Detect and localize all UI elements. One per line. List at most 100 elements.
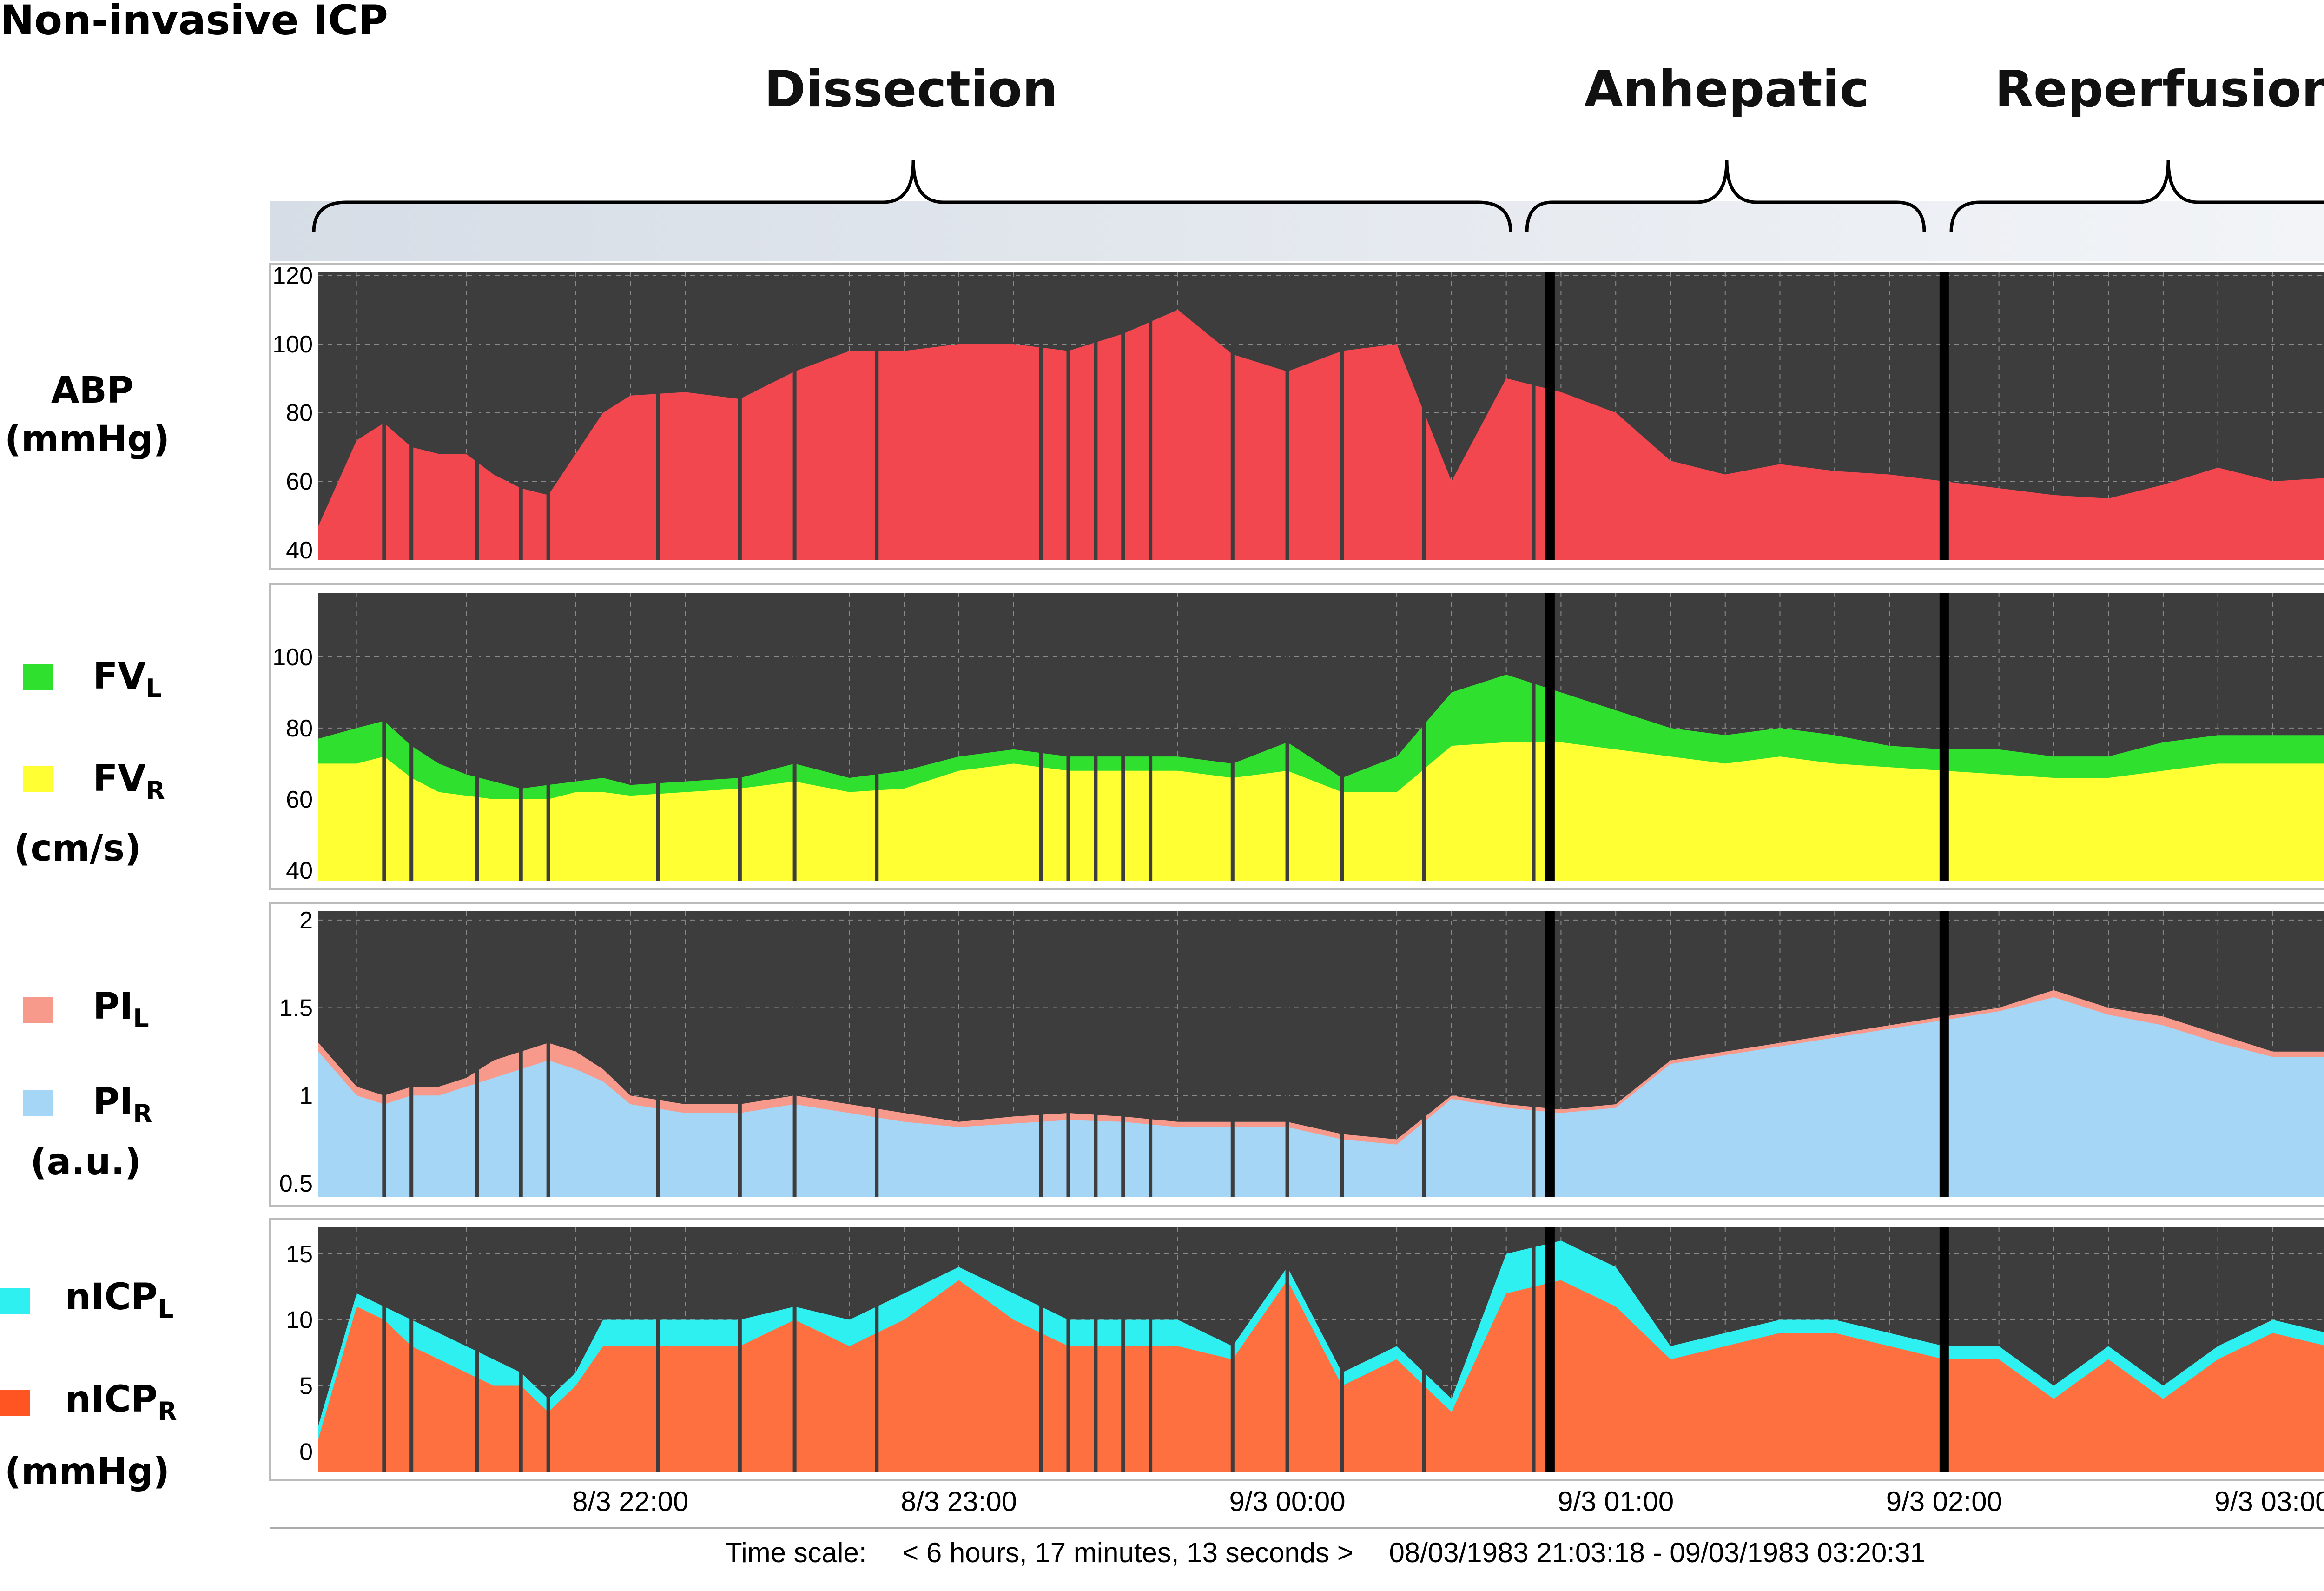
nicp-unit-label: (mmHg) — [5, 1451, 170, 1492]
nicp-dropout-mark — [656, 1227, 660, 1472]
pi-y-tick-label: 1 — [299, 1082, 313, 1109]
x-tick-label: 9/3 02:00 — [1886, 1486, 2002, 1517]
nicp-dropout-mark — [1149, 1227, 1153, 1472]
fv-unit-label: (cm/s) — [14, 828, 141, 869]
pi-right-legend-swatch — [23, 1090, 53, 1116]
fv-dropout-mark — [546, 593, 550, 881]
pi-dropout-mark — [738, 911, 742, 1197]
nicp-dropout-mark — [1230, 1227, 1235, 1472]
nicp-dropout-mark — [875, 1227, 879, 1472]
pi-dropout-mark — [1066, 911, 1070, 1197]
pi-right-legend-label: PIR — [93, 1081, 152, 1128]
pi-left-legend-label: PIL — [93, 986, 149, 1033]
abp-dropout-mark — [382, 272, 386, 560]
nicp-dropout-mark — [1340, 1227, 1344, 1472]
nicp-dropout-mark — [1285, 1227, 1289, 1472]
fv-dropout-mark — [1285, 593, 1289, 881]
fv-dropout-mark — [519, 593, 523, 881]
pi-dropout-mark — [1094, 911, 1098, 1197]
fv-dropout-mark — [1340, 593, 1344, 881]
abp-dropout-mark — [519, 272, 523, 560]
nicp-dropout-mark — [409, 1227, 414, 1472]
fv-right-legend-label: FVR — [93, 758, 165, 805]
fv-dropout-mark — [1094, 593, 1098, 881]
abp-dropout-mark — [1285, 272, 1289, 560]
fv-right-legend-swatch — [23, 766, 53, 792]
fv-dropout-mark — [409, 593, 414, 881]
fv-dropout-mark — [1039, 593, 1043, 881]
fv-dropout-mark — [792, 593, 797, 881]
fv-y-tick-label: 80 — [286, 715, 313, 742]
fv-dropout-mark — [1532, 593, 1536, 881]
pi-dropout-mark — [1340, 911, 1344, 1197]
fv-dropout-mark — [656, 593, 660, 881]
nicp-dropout-mark — [475, 1227, 479, 1472]
phase-label-dissection: Dissection — [764, 60, 1058, 119]
time-scale-range: 08/03/1983 21:03:18 - 09/03/1983 03:20:3… — [1389, 1537, 1926, 1568]
abp-dropout-mark — [1094, 272, 1098, 560]
pi-dropout-mark — [1230, 911, 1235, 1197]
abp-y-tick-label: 100 — [272, 331, 313, 358]
time-scale-duration: < 6 hours, 17 minutes, 13 seconds > — [902, 1537, 1353, 1568]
pi-dropout-mark — [382, 911, 386, 1197]
abp-dropout-mark — [409, 272, 414, 560]
pi-y-tick-label: 0.5 — [279, 1170, 313, 1197]
pi-dropout-mark — [1039, 911, 1043, 1197]
x-tick-label: 9/3 03:00 — [2214, 1486, 2324, 1517]
nicp-dropout-mark — [519, 1227, 523, 1472]
nicp-dropout-mark — [792, 1227, 797, 1472]
nicp-phase-marker — [1939, 1227, 1949, 1472]
fv-y-tick-label: 100 — [272, 644, 313, 671]
nicp-y-tick-label: 10 — [286, 1307, 313, 1334]
figure-title: Non-invasive ICP — [0, 0, 388, 44]
fv-dropout-mark — [1121, 593, 1125, 881]
time-scale-label: Time scale: — [725, 1537, 867, 1568]
nicp-y-tick-label: 5 — [299, 1373, 313, 1400]
abp-y-tick-label: 40 — [286, 537, 313, 564]
pi-dropout-mark — [475, 911, 479, 1197]
abp-dropout-mark — [1230, 272, 1235, 560]
nicp-dropout-mark — [1094, 1227, 1098, 1472]
abp-dropout-mark — [1039, 272, 1043, 560]
nicp-phase-marker — [1545, 1227, 1555, 1472]
abp-dropout-mark — [546, 272, 550, 560]
abp-dropout-mark — [475, 272, 479, 560]
pi-dropout-mark — [1121, 911, 1125, 1197]
abp-phase-marker — [1939, 272, 1949, 560]
fv-dropout-mark — [475, 593, 479, 881]
fv-left-legend-label: FVL — [93, 656, 162, 703]
abp-y-tick-label: 60 — [286, 468, 313, 495]
pi-dropout-mark — [792, 911, 797, 1197]
reperfusion-brace — [1949, 160, 2324, 233]
fv-dropout-mark — [1422, 593, 1426, 881]
abp-series-1-area — [318, 310, 2324, 560]
nicp-dropout-mark — [546, 1227, 550, 1472]
pi-dropout-mark — [875, 911, 879, 1197]
fv-dropout-mark — [875, 593, 879, 881]
pi-dropout-mark — [1149, 911, 1153, 1197]
pi-dropout-mark — [1532, 911, 1536, 1197]
time-scale-bar: Time scale: < 6 hours, 17 minutes, 13 se… — [725, 1537, 1954, 1569]
abp-dropout-mark — [1422, 272, 1426, 560]
fv-dropout-mark — [738, 593, 742, 881]
nicp-y-tick-label: 0 — [299, 1439, 313, 1465]
nicp-dropout-mark — [1066, 1227, 1070, 1472]
nicp-dropout-mark — [1121, 1227, 1125, 1472]
pi-phase-marker — [1939, 911, 1949, 1197]
nicp-dropout-mark — [1039, 1227, 1043, 1472]
fv-left-legend-swatch — [23, 664, 53, 690]
abp-dropout-mark — [875, 272, 879, 560]
nicp-right-legend-swatch — [0, 1390, 30, 1416]
nicp-series-2-area — [318, 1280, 2324, 1472]
abp-y-tick-label: 80 — [286, 400, 313, 427]
pi-dropout-mark — [1285, 911, 1289, 1197]
fv-phase-marker — [1939, 593, 1949, 881]
abp-dropout-mark — [1532, 272, 1536, 560]
pi-y-tick-label: 1.5 — [279, 995, 313, 1022]
abp-dropout-mark — [738, 272, 742, 560]
abp-dropout-mark — [656, 272, 660, 560]
timescale-divider — [270, 1527, 2324, 1529]
header-strip — [270, 201, 2324, 261]
pi-dropout-mark — [656, 911, 660, 1197]
nicp-y-tick-label: 15 — [286, 1241, 313, 1268]
